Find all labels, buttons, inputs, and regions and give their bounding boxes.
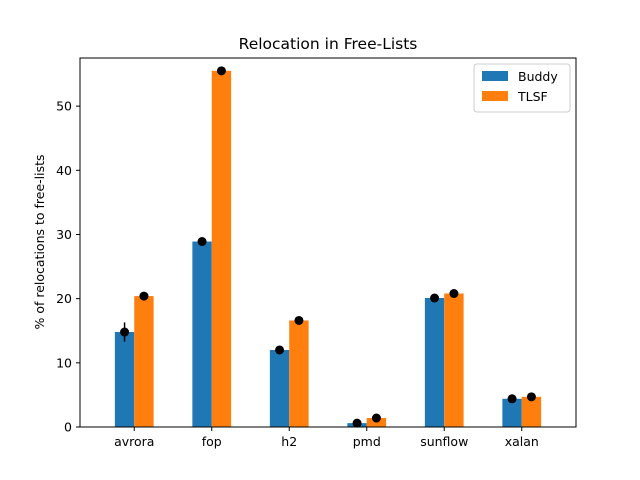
y-tick-label-30: 30 — [56, 227, 72, 242]
legend-swatch-buddy — [482, 71, 508, 81]
marker-tlsf-pmd — [371, 413, 381, 423]
chart-title: Relocation in Free-Lists — [239, 35, 418, 53]
bar-tlsf-sunflow — [444, 293, 464, 427]
bar-tlsf-fop — [211, 70, 232, 428]
y-tick-label-40: 40 — [56, 163, 72, 178]
legend-swatch-tlsf — [482, 91, 508, 101]
marker-buddy-pmd — [352, 418, 362, 428]
bars-layer — [114, 70, 542, 428]
x-axis: avrora fop h2 pmd sunflow xalan — [114, 427, 539, 449]
x-tick-label-sunflow: sunflow — [420, 434, 468, 449]
marker-buddy-xalan — [507, 394, 517, 404]
marker-tlsf-sunflow — [449, 289, 459, 299]
bar-buddy-xalan — [502, 398, 522, 427]
marker-tlsf-fop — [216, 66, 226, 76]
marker-buddy-sunflow — [430, 293, 440, 303]
x-tick-label-fop: fop — [202, 434, 222, 449]
bar-buddy-sunflow — [424, 298, 445, 427]
marker-buddy-avrora — [120, 327, 130, 337]
bar-buddy-fop — [192, 241, 212, 427]
y-tick-label-10: 10 — [56, 355, 72, 370]
y-tick-label-20: 20 — [56, 291, 72, 306]
legend-label-buddy: Buddy — [518, 69, 558, 84]
bar-tlsf-xalan — [521, 396, 542, 427]
y-axis: 0 10 20 30 40 50 — [56, 99, 80, 435]
x-tick-label-h2: h2 — [281, 434, 297, 449]
markers-layer — [120, 66, 536, 428]
x-tick-label-pmd: pmd — [353, 434, 381, 449]
marker-tlsf-h2 — [294, 315, 304, 325]
marker-buddy-fop — [197, 237, 207, 247]
x-tick-label-xalan: xalan — [505, 434, 539, 449]
bar-buddy-h2 — [269, 349, 290, 427]
bar-tlsf-avrora — [134, 296, 154, 427]
marker-tlsf-avrora — [139, 291, 149, 301]
bar-buddy-avrora — [114, 332, 135, 427]
legend: Buddy TLSF — [473, 63, 571, 113]
plot-frame — [79, 57, 577, 428]
y-tick-label-50: 50 — [56, 99, 72, 114]
x-tick-label-avrora: avrora — [114, 434, 154, 449]
y-axis-label: % of relocations to free-lists — [32, 154, 47, 329]
y-tick-label-0: 0 — [64, 420, 72, 435]
marker-tlsf-xalan — [526, 392, 536, 402]
bar-tlsf-h2 — [289, 320, 309, 427]
marker-buddy-h2 — [275, 345, 285, 355]
legend-label-tlsf: TLSF — [517, 89, 548, 104]
